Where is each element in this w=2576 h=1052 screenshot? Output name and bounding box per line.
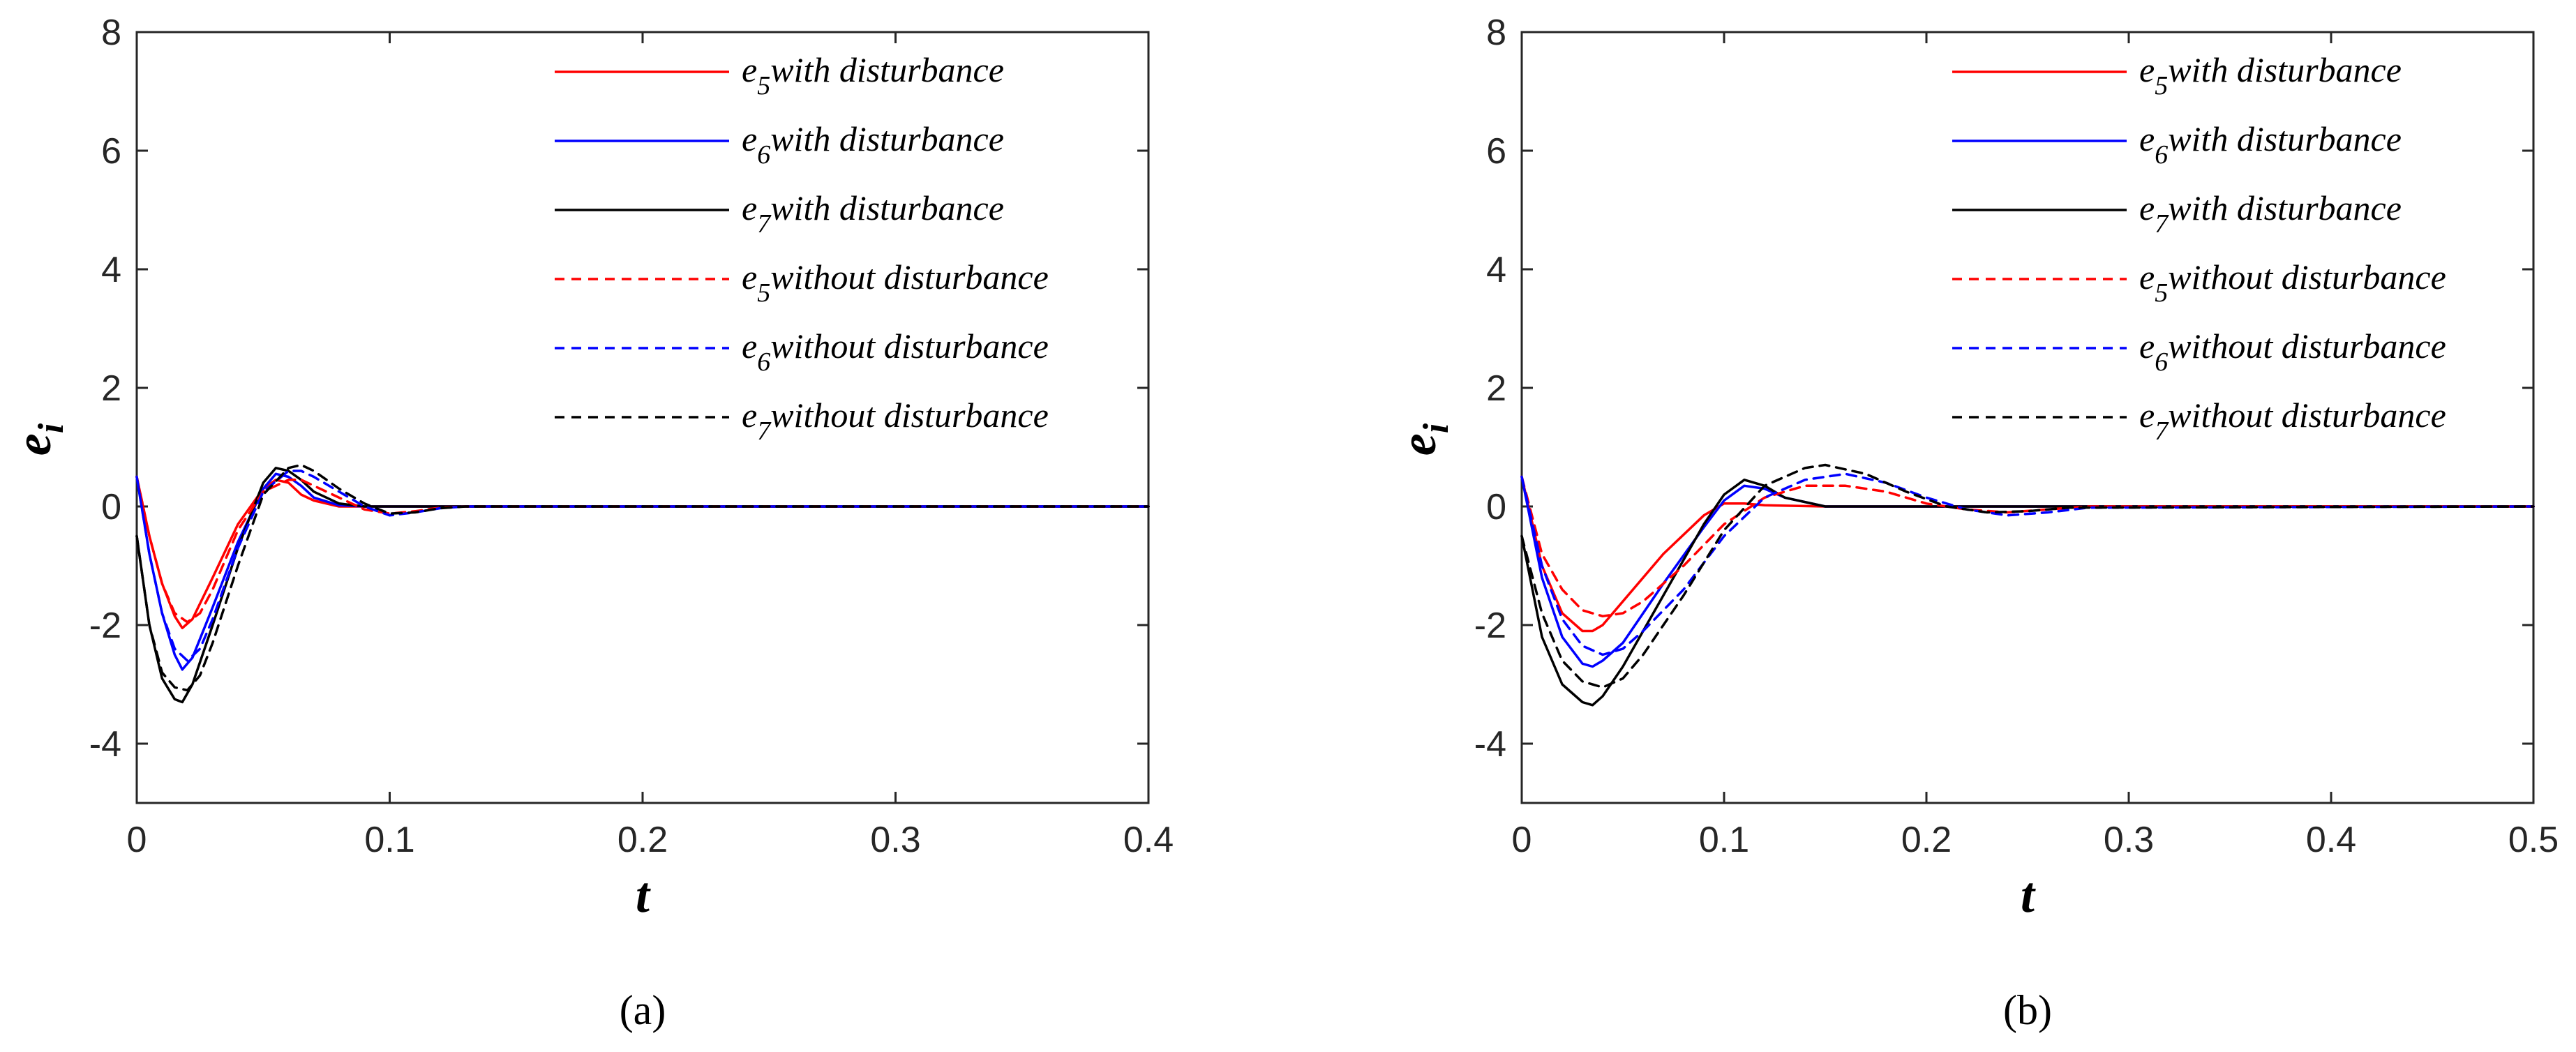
x-tick-label-b: 0.2 bbox=[1901, 820, 1952, 860]
y-axis-label-b-sub: i bbox=[1416, 423, 1456, 433]
caption-b: (b) bbox=[2003, 987, 2052, 1033]
legend-text: without disturbance bbox=[770, 326, 1049, 366]
legend-text: with disturbance bbox=[770, 119, 1004, 158]
legend-label-b-5: e6without disturbance bbox=[2139, 326, 2446, 377]
x-tick-label-a: 0.2 bbox=[617, 820, 668, 860]
x-tick-label-b: 0 bbox=[1512, 820, 1532, 860]
series-line-b-5 bbox=[1520, 472, 2535, 656]
legend-label-a-1: e5with disturbance bbox=[742, 50, 1004, 100]
legend-text: with disturbance bbox=[2168, 50, 2402, 89]
legend-text: with disturbance bbox=[770, 50, 1004, 89]
x-tick-label-a: 0 bbox=[127, 820, 147, 860]
legend-label-a-6: e7without disturbance bbox=[742, 396, 1049, 446]
legend-subscript: 7 bbox=[757, 209, 772, 239]
legend-label-a-5: e6without disturbance bbox=[742, 326, 1049, 377]
legend-symbol: e bbox=[742, 396, 757, 435]
y-tick-label-a: 4 bbox=[101, 250, 121, 290]
legend-label-a-3: e7with disturbance bbox=[742, 188, 1004, 239]
legend-subscript: 7 bbox=[757, 416, 772, 446]
y-axis-label-a: ei bbox=[6, 423, 71, 456]
y-tick-label-b: 4 bbox=[1486, 250, 1506, 290]
legend-symbol: e bbox=[2139, 188, 2155, 227]
y-tick-label-a: 0 bbox=[101, 487, 121, 527]
legend-text: without disturbance bbox=[2168, 326, 2446, 366]
legend-text: with disturbance bbox=[2168, 119, 2402, 158]
legend-label-a-4: e5without disturbance bbox=[742, 257, 1049, 308]
y-axis-label-b-main: e bbox=[1391, 433, 1446, 456]
series-line-a-3 bbox=[135, 467, 1150, 704]
x-tick-label-b: 0.3 bbox=[2104, 820, 2154, 860]
legend-subscript: 6 bbox=[2155, 347, 2168, 377]
y-tick-label-b: 8 bbox=[1486, 13, 1506, 53]
y-axis-label-a-main: e bbox=[6, 433, 61, 456]
legend-symbol: e bbox=[2139, 396, 2155, 435]
x-tick-label-a: 0.3 bbox=[870, 820, 920, 860]
y-axis-label-a-sub: i bbox=[31, 423, 71, 433]
y-axis-label-b: ei bbox=[1391, 423, 1456, 456]
series-line-b-6 bbox=[1520, 463, 2535, 689]
series-line-a-6 bbox=[135, 463, 1150, 692]
y-tick-label-b: 2 bbox=[1486, 368, 1506, 409]
y-tick-label-a: 6 bbox=[101, 131, 121, 172]
legend-subscript: 5 bbox=[2155, 278, 2168, 308]
legend-label-b-2: e6with disturbance bbox=[2139, 119, 2402, 170]
legend-subscript: 7 bbox=[2155, 209, 2169, 239]
legend-text: without disturbance bbox=[770, 396, 1049, 435]
legend-subscript: 6 bbox=[757, 347, 770, 377]
axis-ticks-b: 0 0.1 0.2 0.3 0.4 0.5 -4 -2 0 2 4 6 8 bbox=[1474, 13, 2559, 860]
series-line-a-5 bbox=[135, 469, 1150, 662]
legend-text: with disturbance bbox=[770, 188, 1004, 227]
y-tick-label-b: -4 bbox=[1474, 724, 1506, 765]
y-tick-label-a: -4 bbox=[89, 724, 121, 765]
y-tick-label-b: -2 bbox=[1474, 606, 1506, 646]
series-lines-a bbox=[135, 463, 1150, 704]
legend-symbol: e bbox=[742, 119, 757, 158]
legend-subscript: 7 bbox=[2155, 416, 2169, 446]
y-tick-label-a: 8 bbox=[101, 13, 121, 53]
series-lines-b bbox=[1520, 463, 2535, 707]
legend-symbol: e bbox=[2139, 50, 2155, 89]
x-tick-label-b: 0.5 bbox=[2508, 820, 2559, 860]
legend-subscript: 6 bbox=[2155, 140, 2168, 170]
x-tick-label-b: 0.4 bbox=[2306, 820, 2356, 860]
legend-label-a-2: e6with disturbance bbox=[742, 119, 1004, 170]
legend-subscript: 5 bbox=[757, 278, 770, 308]
legend-symbol: e bbox=[2139, 119, 2155, 158]
legend-symbol: e bbox=[2139, 257, 2155, 296]
legend-label-b-1: e5with disturbance bbox=[2139, 50, 2402, 100]
x-tick-label-a: 0.4 bbox=[1123, 820, 1174, 860]
x-axis-label-b: t bbox=[2021, 867, 2036, 923]
x-axis-label-a: t bbox=[636, 867, 651, 923]
legend-subscript: 5 bbox=[757, 71, 770, 100]
legend-symbol: e bbox=[742, 188, 757, 227]
legend-symbol: e bbox=[742, 257, 757, 296]
legend-symbol: e bbox=[2139, 326, 2155, 366]
legend-label-b-3: e7with disturbance bbox=[2139, 188, 2402, 239]
x-tick-label-b: 0.1 bbox=[1699, 820, 1749, 860]
y-tick-label-b: 6 bbox=[1486, 131, 1506, 172]
legend-symbol: e bbox=[742, 50, 757, 89]
y-tick-label-b: 0 bbox=[1486, 487, 1506, 527]
y-tick-label-a: -2 bbox=[89, 606, 121, 646]
legend-text: without disturbance bbox=[770, 257, 1049, 296]
x-tick-label-a: 0.1 bbox=[364, 820, 414, 860]
legend-label-b-6: e7without disturbance bbox=[2139, 396, 2446, 446]
legend-text: without disturbance bbox=[2168, 257, 2446, 296]
legend-subscript: 6 bbox=[757, 140, 770, 170]
series-line-b-1 bbox=[1520, 475, 2535, 633]
legend-label-b-4: e5without disturbance bbox=[2139, 257, 2446, 308]
axis-ticks-a: 0 0.1 0.2 0.3 0.4 -4 -2 0 2 4 6 8 bbox=[89, 13, 1174, 860]
legend-text: without disturbance bbox=[2168, 396, 2446, 435]
legend-text: with disturbance bbox=[2168, 188, 2402, 227]
caption-a: (a) bbox=[620, 987, 666, 1033]
legend-symbol: e bbox=[742, 326, 757, 366]
legend-subscript: 5 bbox=[2155, 71, 2168, 100]
series-line-b-4 bbox=[1520, 475, 2535, 618]
y-tick-label-a: 2 bbox=[101, 368, 121, 409]
